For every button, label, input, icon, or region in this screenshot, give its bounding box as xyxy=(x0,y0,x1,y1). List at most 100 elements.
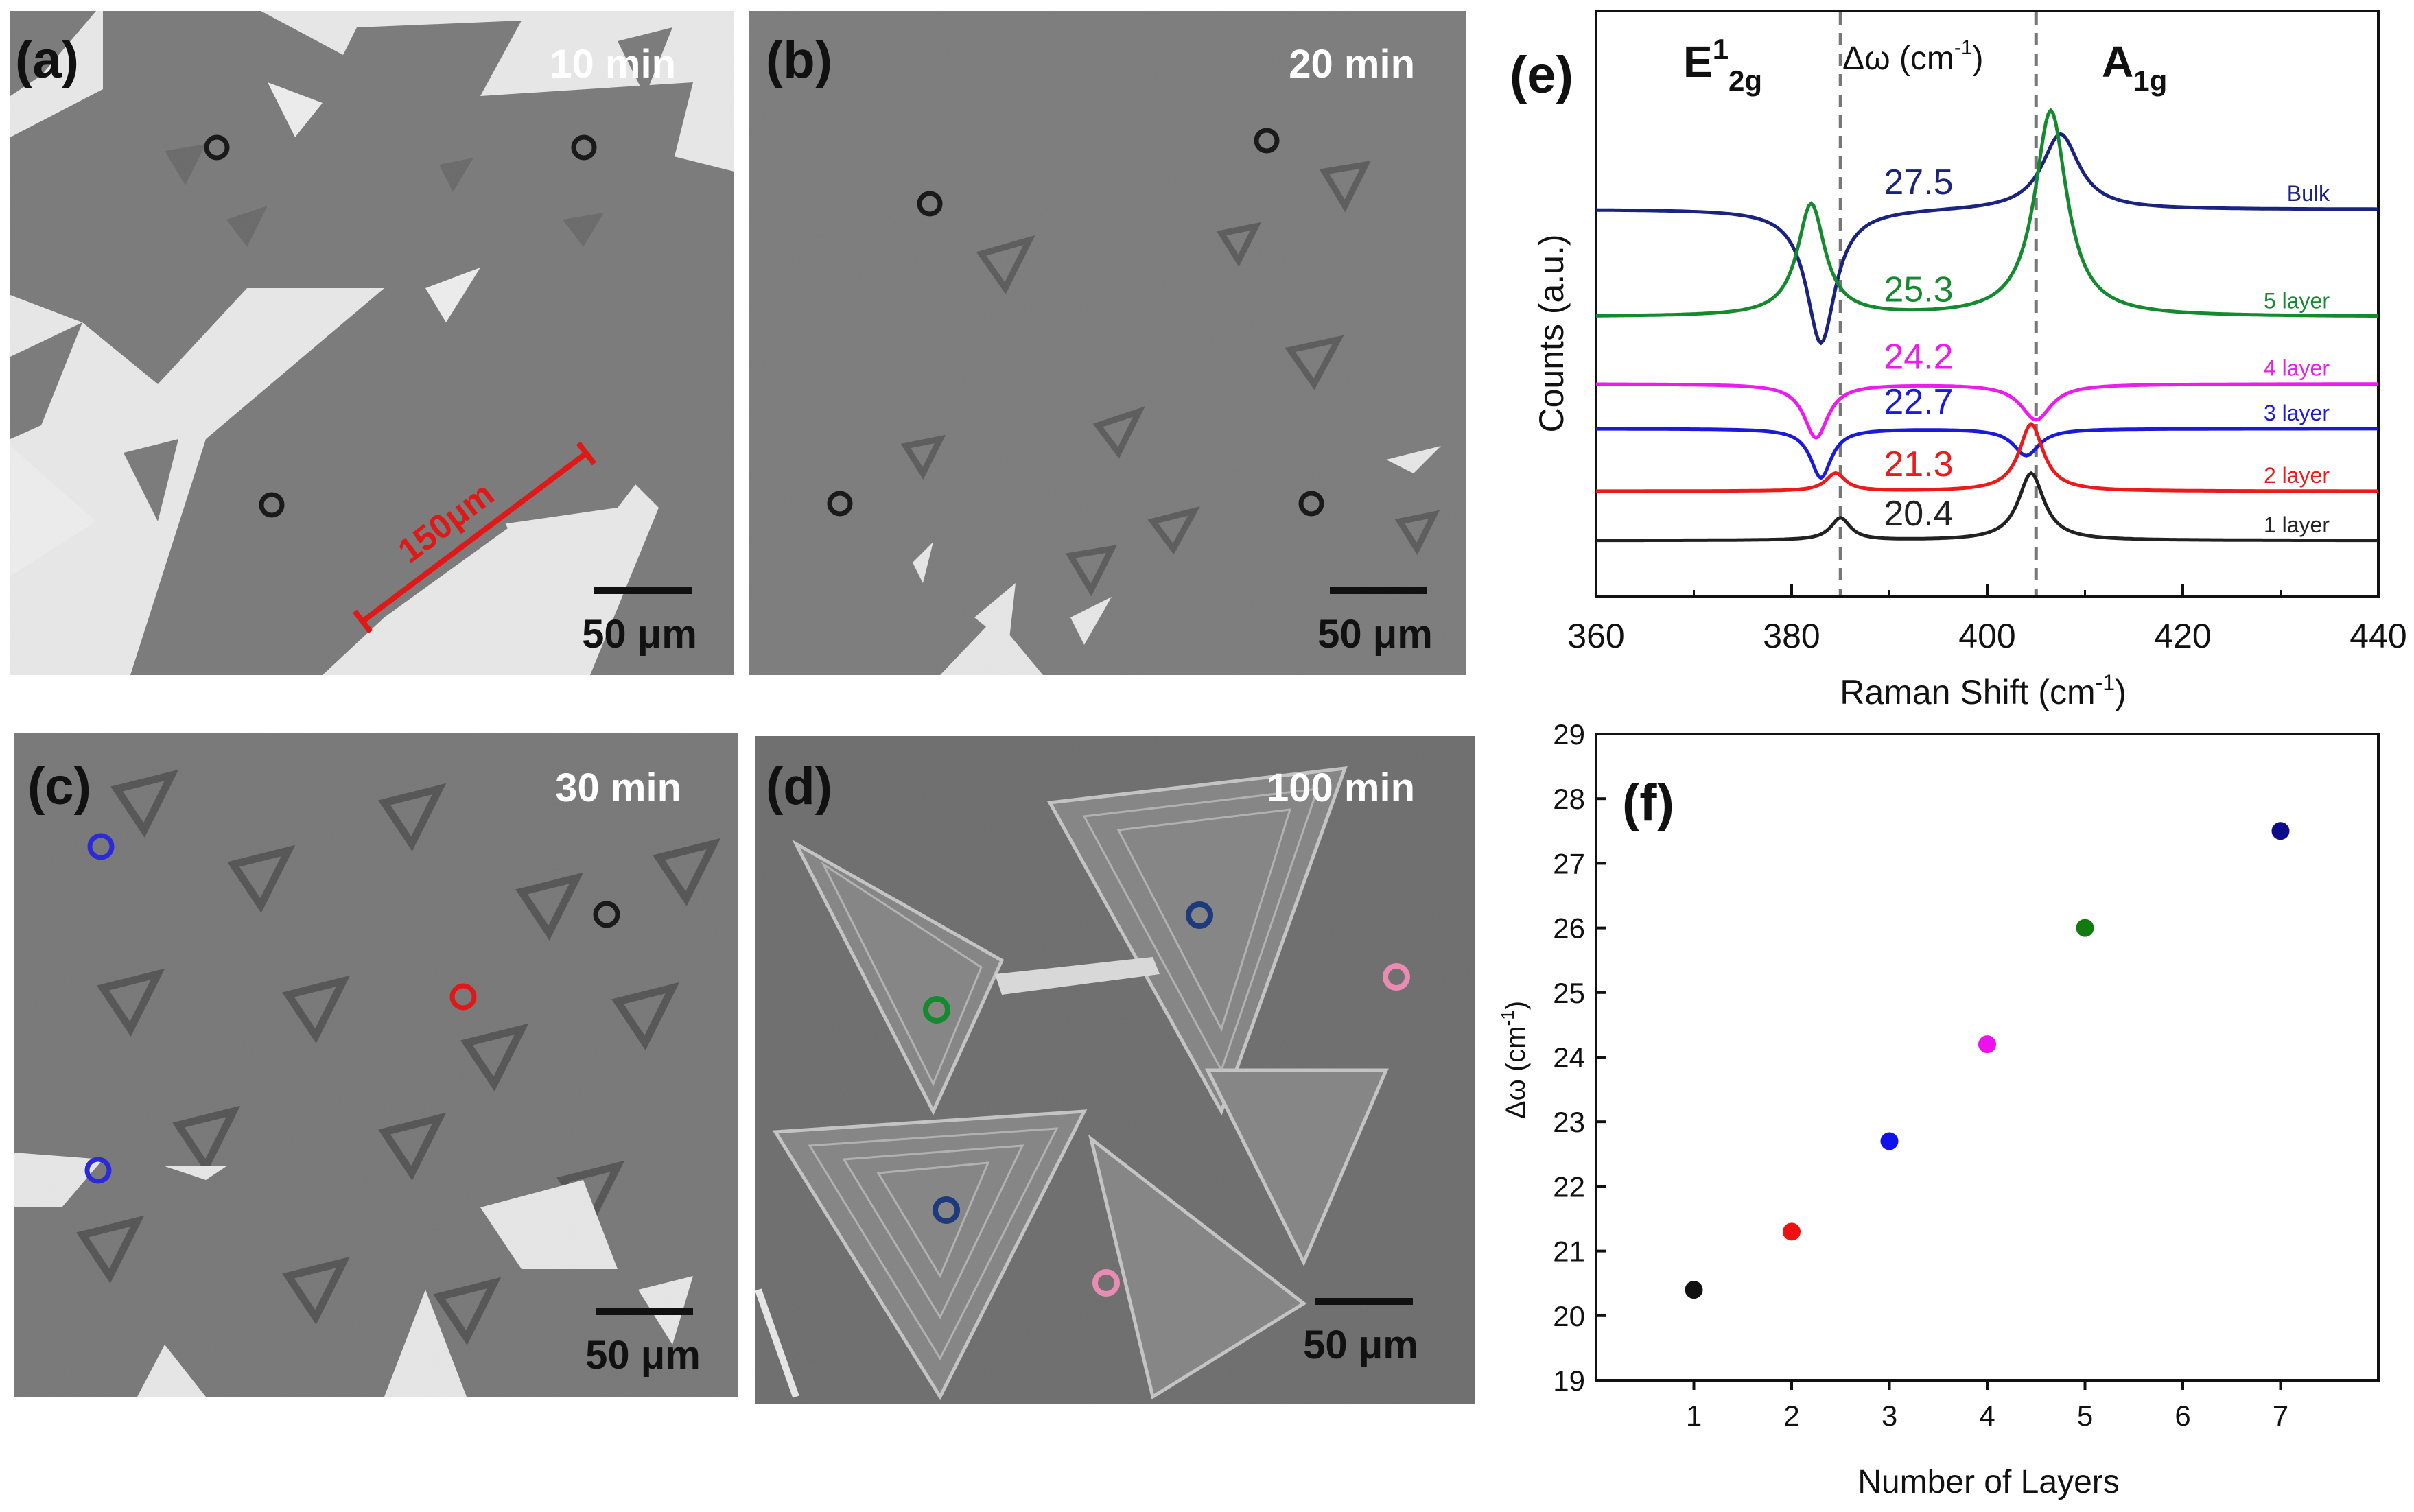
y-tick-label: 22 xyxy=(1553,1170,1585,1203)
marker xyxy=(1186,901,1213,929)
peak-a1g-label: A1g xyxy=(2102,37,2167,97)
x-tick-label: 4 xyxy=(1979,1399,1995,1432)
delta-value: 25.3 xyxy=(1884,270,1953,310)
panel-b-markers xyxy=(827,128,1324,517)
data-point xyxy=(1685,1281,1703,1299)
spectrum-3-layer xyxy=(1596,427,2378,480)
scatter-xlabel: Number of Layers xyxy=(1858,1464,2120,1500)
panel-e-label: (e) xyxy=(1510,46,1573,104)
data-point xyxy=(1880,1132,1899,1150)
x-tick-label: 6 xyxy=(2175,1399,2190,1432)
raman-spectra-chart: 360 380 400 420 440 Bulk 27.5 5 layer 25.3 4 lay… xyxy=(1510,10,2407,711)
y-tick-label: 25 xyxy=(1553,977,1585,1009)
scatter-plot-frame xyxy=(1595,733,2380,1382)
y-tick-label: 29 xyxy=(1553,718,1585,751)
delta-value: 27.5 xyxy=(1884,163,1953,202)
raman-plot-frame xyxy=(1595,10,2380,598)
x-tick-label: 7 xyxy=(2273,1399,2288,1432)
raman-series-labels: Bulk 27.5 5 layer 25.3 4 layer 24.2 3 layer 22.… xyxy=(1884,163,2330,537)
panel-b: (b) 20 min 50 μm xyxy=(749,11,1466,675)
panel-b-time: 20 min xyxy=(1289,42,1415,86)
series-label: 1 layer xyxy=(2264,512,2330,537)
x-tick-label: 1 xyxy=(1686,1399,1702,1432)
marker xyxy=(917,191,943,217)
marker xyxy=(593,901,620,928)
panel-b-scalebar xyxy=(1330,587,1427,594)
panel-c-time: 30 min xyxy=(555,766,681,810)
y-tick-label: 24 xyxy=(1553,1041,1585,1074)
marker xyxy=(1092,1269,1120,1297)
raman-x-ticks: 360 380 400 420 440 xyxy=(1567,584,2407,655)
panel-b-scalebar-label: 50 μm xyxy=(1317,612,1433,657)
panel-b-label: (b) xyxy=(766,31,832,89)
panel-a-scalebar xyxy=(594,587,692,594)
panel-c-scalebar-label: 50 μm xyxy=(585,1333,701,1378)
y-tick-label: 21 xyxy=(1553,1236,1585,1268)
x-tick-label: 2 xyxy=(1783,1399,1799,1432)
scatter-points xyxy=(1685,822,2290,1299)
panel-d-time: 100 min xyxy=(1267,766,1415,810)
y-tick-label: 27 xyxy=(1553,847,1585,879)
x-tick-label: 420 xyxy=(2154,617,2211,655)
data-point xyxy=(1978,1035,1996,1054)
x-tick-label: 3 xyxy=(1882,1399,1897,1432)
panel-d-label: (d) xyxy=(766,757,832,816)
data-point xyxy=(1783,1222,1801,1241)
marker xyxy=(923,996,950,1024)
series-label: 2 layer xyxy=(2264,463,2330,488)
delta-value: 22.7 xyxy=(1884,382,1953,422)
panel-a-label: (a) xyxy=(15,31,79,89)
spectrum-bulk xyxy=(1595,132,2378,346)
y-tick-label: 20 xyxy=(1553,1300,1585,1332)
peak-e2g-label: E12g xyxy=(1683,33,1762,97)
marker xyxy=(259,492,285,518)
panel-c-scalebar xyxy=(596,1308,693,1315)
marker xyxy=(84,1157,112,1184)
delta-value: 24.2 xyxy=(1884,338,1953,377)
series-label: Bulk xyxy=(2287,181,2330,206)
series-label: 3 layer xyxy=(2264,401,2330,425)
x-tick-label: 380 xyxy=(1763,617,1820,655)
panel-d: (d) 100 min 50 μm xyxy=(755,736,1475,1404)
series-label: 5 layer xyxy=(2264,289,2330,314)
y-tick-label: 28 xyxy=(1553,783,1585,815)
panel-a-time: 10 min xyxy=(550,42,676,86)
x-tick-label: 400 xyxy=(1958,617,2015,655)
delta-value: 21.3 xyxy=(1884,445,1953,484)
x-tick-label: 440 xyxy=(2349,617,2406,655)
marker xyxy=(1254,128,1280,154)
delta-value: 20.4 xyxy=(1884,494,1953,534)
panel-c-label: (c) xyxy=(27,757,91,816)
x-tick-label: 360 xyxy=(1567,617,1624,655)
spectrum-4-layer xyxy=(1596,382,2378,440)
marker xyxy=(87,833,115,860)
marker xyxy=(1298,491,1324,517)
panel-d-scalebar xyxy=(1315,1298,1413,1305)
marker xyxy=(204,134,230,161)
marker xyxy=(449,983,477,1011)
raman-xlabel: Raman Shift (cm-1) xyxy=(1840,670,2126,711)
delta-omega-header: Δω (cm-1) xyxy=(1842,36,1984,77)
scatter-ylabel: Δω (cm-1) xyxy=(1497,1001,1531,1119)
marker xyxy=(827,491,853,517)
panel-a-150um-annotation xyxy=(352,441,597,634)
y-tick-label: 23 xyxy=(1553,1106,1585,1138)
panel-c: (c) 30 min 50 μm xyxy=(14,733,738,1397)
spectrum-1-layer xyxy=(1596,471,2378,543)
y-tick-label: 19 xyxy=(1553,1365,1585,1397)
panel-d-scalebar-label: 50 μm xyxy=(1303,1323,1418,1367)
raman-ylabel: Counts (a.u.) xyxy=(1532,234,1571,432)
raman-curves xyxy=(1595,107,2378,543)
panel-a-markers xyxy=(204,134,597,518)
panel-a: 150μm (a) 10 min 50 μm xyxy=(10,11,734,675)
marker xyxy=(933,1196,960,1224)
panel-a-scalebar-label: 50 μm xyxy=(582,612,697,657)
spectrum-2-layer xyxy=(1596,422,2378,493)
raman-dashed-lines xyxy=(1838,12,2038,595)
panel-d-markers xyxy=(923,901,1410,1297)
x-tick-label: 5 xyxy=(2077,1399,2093,1432)
marker xyxy=(1383,963,1410,991)
